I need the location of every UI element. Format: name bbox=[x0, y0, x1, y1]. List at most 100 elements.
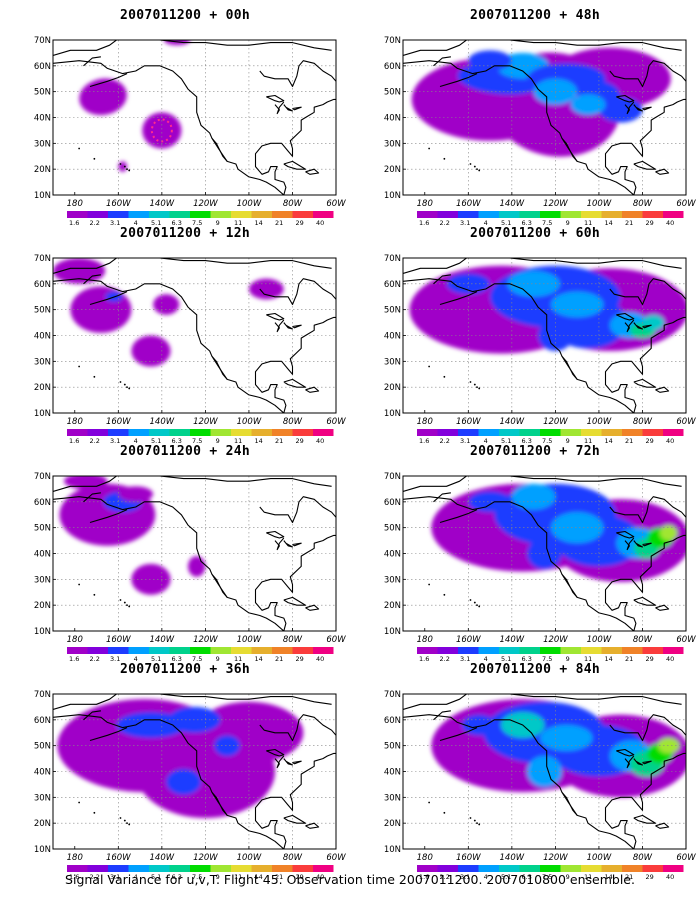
coastline bbox=[604, 534, 686, 631]
colorbar-label: 11 bbox=[234, 873, 242, 881]
colorbar-swatch bbox=[128, 865, 149, 872]
lon-label: 80W bbox=[283, 417, 303, 427]
lon-label: 60W bbox=[326, 853, 346, 863]
lon-label: 140W bbox=[500, 853, 525, 863]
colorbar-swatch bbox=[108, 647, 129, 654]
coastline bbox=[274, 319, 285, 333]
lon-label: 160W bbox=[456, 199, 481, 209]
coastline bbox=[283, 322, 294, 330]
colorbar-label: 9 bbox=[566, 655, 570, 663]
colorbar-label: 3.1 bbox=[460, 873, 470, 881]
colorbar-label: 4 bbox=[484, 437, 488, 445]
colorbar-label: 21 bbox=[275, 437, 283, 445]
colorbar-swatch bbox=[87, 865, 108, 872]
colorbar-swatch bbox=[417, 865, 438, 872]
colorbar-swatch bbox=[231, 865, 252, 872]
lon-label: 180 bbox=[67, 853, 83, 863]
coastline bbox=[561, 791, 578, 816]
coastline bbox=[439, 727, 478, 742]
colorbar-label: 4 bbox=[134, 437, 138, 445]
coastline bbox=[509, 40, 682, 51]
coastline bbox=[292, 106, 302, 111]
colorbar-label: 40 bbox=[316, 219, 324, 227]
coastline bbox=[609, 60, 686, 88]
coastline bbox=[274, 537, 285, 551]
coastline bbox=[433, 274, 451, 285]
variance-region bbox=[642, 314, 665, 331]
lon-label: 120W bbox=[543, 635, 568, 645]
colorbar-label: 40 bbox=[316, 655, 324, 663]
coastline bbox=[439, 73, 478, 88]
coastline bbox=[561, 355, 578, 380]
colorbar-label: 7.5 bbox=[192, 219, 202, 227]
lat-label: 30N bbox=[34, 575, 51, 585]
lat-label: 50N bbox=[34, 306, 51, 316]
coastline bbox=[53, 476, 160, 493]
variance-region bbox=[118, 486, 154, 502]
colorbar-swatch bbox=[149, 429, 170, 436]
lon-label: 80W bbox=[633, 199, 653, 209]
variance-region bbox=[468, 491, 512, 513]
coastline bbox=[53, 496, 285, 631]
lon-label: 140W bbox=[500, 199, 525, 209]
colorbar-swatch bbox=[292, 429, 313, 436]
lon-label: 140W bbox=[150, 853, 175, 863]
coastline bbox=[283, 104, 294, 112]
coastline bbox=[259, 60, 336, 88]
colorbar-swatch bbox=[313, 865, 334, 872]
lat-label: 40N bbox=[34, 550, 51, 560]
variance-region bbox=[79, 78, 127, 116]
colorbar-swatch bbox=[190, 429, 211, 436]
variance-map: 70N 60N 50N 40N 30N 20N 10N 180 160W 140W 120W 100W… bbox=[34, 690, 346, 881]
colorbar-swatch bbox=[128, 647, 149, 654]
coastline bbox=[690, 741, 700, 754]
variance-region bbox=[153, 294, 180, 315]
colorbar-label: 1.6 bbox=[69, 655, 79, 663]
coastline bbox=[266, 530, 285, 539]
colorbar-swatch bbox=[108, 865, 129, 872]
lon-label: 100W bbox=[237, 853, 262, 863]
lon-label: 100W bbox=[237, 417, 262, 427]
coastline bbox=[274, 755, 285, 769]
lat-label: 20N bbox=[34, 601, 51, 611]
colorbar-swatch bbox=[622, 647, 643, 654]
colorbar-swatch bbox=[251, 211, 272, 218]
colorbar-swatch bbox=[622, 865, 643, 872]
lat-label: 30N bbox=[384, 793, 401, 803]
coastline bbox=[616, 94, 635, 103]
colorbar-label: 5.1 bbox=[501, 655, 511, 663]
coastline bbox=[509, 258, 682, 269]
map-panel: 2007011200 + 48h 70N 60N 50N 40N 30N 20N 10N 180… bbox=[370, 8, 700, 227]
colorbar-swatch bbox=[499, 429, 520, 436]
coastline bbox=[274, 101, 285, 115]
coastline bbox=[305, 822, 320, 829]
colorbar-label: 6.3 bbox=[522, 655, 532, 663]
colorbar-swatch bbox=[663, 429, 684, 436]
colorbar-label: 21 bbox=[275, 219, 283, 227]
colorbar-label: 3.1 bbox=[460, 437, 470, 445]
coastline bbox=[642, 324, 652, 329]
coastline bbox=[254, 752, 336, 849]
colorbar-label: 11 bbox=[234, 437, 242, 445]
colorbar-swatch bbox=[560, 647, 581, 654]
variance-map: 70N 60N 50N 40N 30N 20N 10N 180 160W 140W 120W 100W… bbox=[384, 472, 696, 663]
colorbar-label: 9 bbox=[216, 219, 220, 227]
coastline bbox=[89, 291, 128, 306]
coastline bbox=[283, 378, 307, 388]
lon-label: 60W bbox=[676, 199, 696, 209]
lon-label: 160W bbox=[456, 853, 481, 863]
coastline bbox=[83, 274, 101, 285]
colorbar-swatch bbox=[581, 211, 602, 218]
colorbar-label: 14 bbox=[605, 437, 613, 445]
colorbar-label: 21 bbox=[275, 655, 283, 663]
coastline bbox=[259, 278, 336, 306]
colorbar-swatch bbox=[458, 865, 479, 872]
lat-label: 10N bbox=[384, 409, 401, 419]
colorbar-label: 3.1 bbox=[110, 219, 120, 227]
coastline bbox=[633, 814, 657, 824]
coastline bbox=[259, 714, 336, 742]
colorbar-label: 7.5 bbox=[542, 219, 552, 227]
colorbar-label: 4 bbox=[134, 873, 138, 881]
colorbar-label: 7.5 bbox=[192, 437, 202, 445]
coastline bbox=[403, 278, 635, 413]
